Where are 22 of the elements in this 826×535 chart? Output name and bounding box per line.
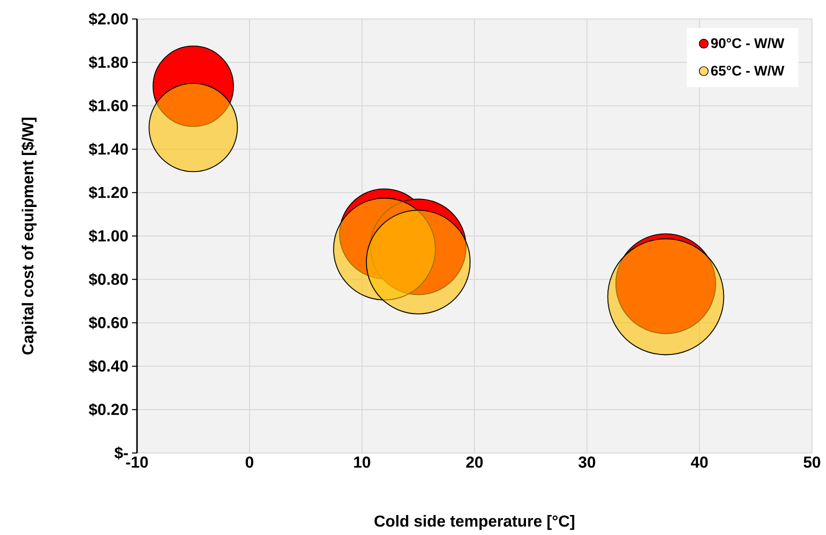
y-tick-label: $0.80 — [88, 272, 128, 286]
y-tick-label: $1.80 — [88, 56, 128, 69]
y-tick-label: $1.20 — [88, 186, 128, 200]
y-tick-label: $1.40 — [88, 142, 128, 156]
x-tick-label: 50 — [804, 456, 820, 468]
y-tick-label: $0.60 — [88, 316, 128, 330]
legend-label: 65°C - W/W — [711, 65, 784, 76]
x-axis-title: Cold side temperature [°C] — [374, 515, 574, 530]
legend-label: 90°C - W/W — [711, 38, 784, 48]
y-tick-label: $2.00 — [88, 12, 128, 26]
x-tick-label: 20 — [466, 456, 483, 468]
y-tick-label: $0.20 — [88, 403, 128, 416]
x-tick-label: 10 — [354, 456, 370, 468]
y-tick-label: $1.60 — [88, 99, 128, 112]
y-tick-label: $0.40 — [88, 360, 128, 373]
x-tick-label: -10 — [126, 456, 148, 468]
y-tick-label: $1.00 — [88, 229, 128, 243]
y-axis-title: Capital cost of equipment [$/W] — [21, 118, 37, 354]
x-tick-label: 30 — [578, 456, 596, 468]
y-tick-label: $- — [114, 446, 128, 460]
x-tick-label: 40 — [690, 456, 708, 468]
x-tick-label: 0 — [246, 456, 254, 468]
